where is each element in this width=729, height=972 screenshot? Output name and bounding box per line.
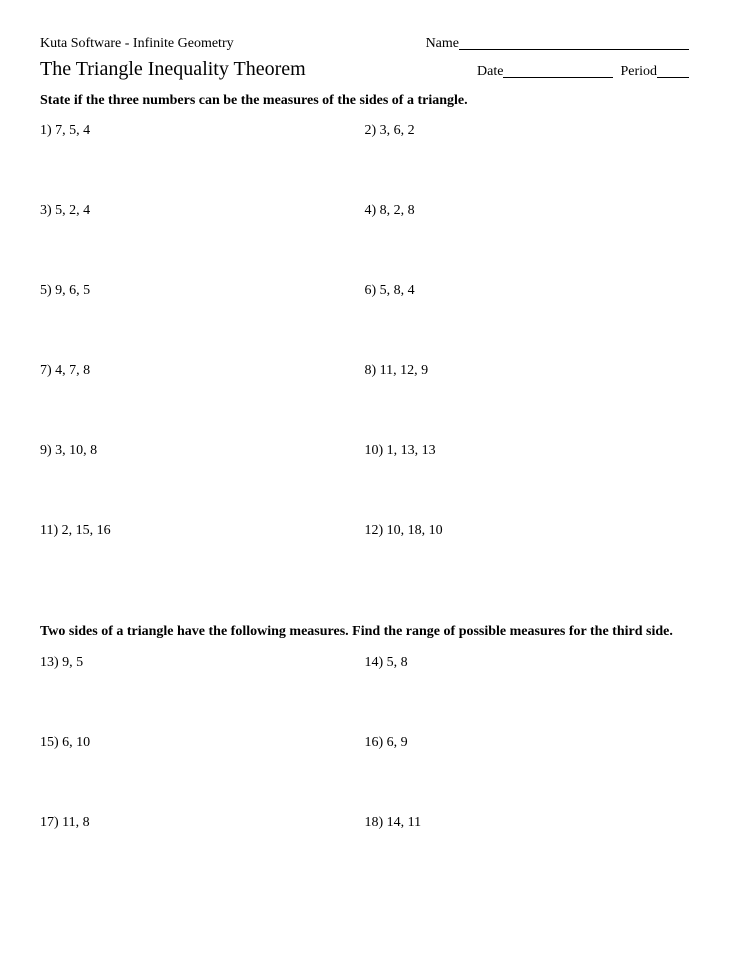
section2-instruction: Two sides of a triangle have the followi… — [40, 623, 689, 641]
problem-text: 7, 5, 4 — [55, 123, 90, 138]
date-period-fields: Date Period — [477, 64, 689, 80]
problem-number: 11) — [40, 523, 62, 538]
problem-item: 10) 1, 13, 13 — [365, 443, 690, 523]
problem-number: 12) — [365, 523, 387, 538]
problem-text: 6, 9 — [387, 735, 408, 750]
problem-item: 1) 7, 5, 4 — [40, 123, 365, 203]
problem-number: 9) — [40, 443, 55, 458]
problem-item: 16) 6, 9 — [365, 735, 690, 815]
problem-item: 18) 14, 11 — [365, 815, 690, 895]
software-label: Kuta Software - Infinite Geometry — [40, 36, 234, 52]
problem-item: 13) 9, 5 — [40, 655, 365, 735]
section2-problems: 13) 9, 514) 5, 815) 6, 1016) 6, 917) 11,… — [40, 655, 689, 895]
problem-text: 9, 6, 5 — [55, 283, 90, 298]
problem-text: 4, 7, 8 — [55, 363, 90, 378]
problem-number: 7) — [40, 363, 55, 378]
problem-number: 4) — [365, 203, 380, 218]
problem-number: 1) — [40, 123, 55, 138]
worksheet-page: Kuta Software - Infinite Geometry Name T… — [0, 0, 729, 915]
problem-text: 3, 10, 8 — [55, 443, 97, 458]
problem-number: 14) — [365, 655, 387, 670]
problem-item: 9) 3, 10, 8 — [40, 443, 365, 523]
problem-number: 18) — [365, 815, 387, 830]
problem-item: 14) 5, 8 — [365, 655, 690, 735]
problem-text: 9, 5 — [62, 655, 83, 670]
problem-text: 8, 2, 8 — [380, 203, 415, 218]
problem-number: 16) — [365, 735, 387, 750]
problem-number: 8) — [365, 363, 380, 378]
problem-text: 1, 13, 13 — [387, 443, 436, 458]
problem-item: 11) 2, 15, 16 — [40, 523, 365, 603]
problem-item: 7) 4, 7, 8 — [40, 363, 365, 443]
problem-text: 5, 8, 4 — [380, 283, 415, 298]
date-label: Date — [477, 64, 503, 79]
problem-item: 6) 5, 8, 4 — [365, 283, 690, 363]
period-blank[interactable] — [657, 77, 689, 78]
problem-item: 3) 5, 2, 4 — [40, 203, 365, 283]
problem-item: 8) 11, 12, 9 — [365, 363, 690, 443]
problem-item: 17) 11, 8 — [40, 815, 365, 895]
name-blank[interactable] — [459, 49, 689, 50]
problem-item: 15) 6, 10 — [40, 735, 365, 815]
period-label: Period — [620, 64, 657, 79]
problem-number: 5) — [40, 283, 55, 298]
problem-number: 15) — [40, 735, 62, 750]
problem-text: 6, 10 — [62, 735, 90, 750]
problem-text: 2, 15, 16 — [62, 523, 111, 538]
section1-problems: 1) 7, 5, 42) 3, 6, 23) 5, 2, 44) 8, 2, 8… — [40, 123, 689, 603]
name-field: Name — [426, 36, 689, 52]
worksheet-title: The Triangle Inequality Theorem — [40, 58, 306, 81]
problem-text: 5, 8 — [387, 655, 408, 670]
problem-item: 2) 3, 6, 2 — [365, 123, 690, 203]
problem-number: 6) — [365, 283, 380, 298]
problem-number: 3) — [40, 203, 55, 218]
problem-text: 14, 11 — [387, 815, 421, 830]
problem-text: 10, 18, 10 — [387, 523, 443, 538]
problem-number: 10) — [365, 443, 387, 458]
problem-number: 2) — [365, 123, 380, 138]
problem-item: 5) 9, 6, 5 — [40, 283, 365, 363]
problem-text: 3, 6, 2 — [380, 123, 415, 138]
problem-text: 11, 8 — [62, 815, 89, 830]
problem-text: 11, 12, 9 — [380, 363, 428, 378]
problem-number: 13) — [40, 655, 62, 670]
problem-item: 4) 8, 2, 8 — [365, 203, 690, 283]
section1-instruction: State if the three numbers can be the me… — [40, 93, 689, 109]
name-label: Name — [426, 36, 459, 51]
header-row: Kuta Software - Infinite Geometry Name — [40, 36, 689, 52]
problem-text: 5, 2, 4 — [55, 203, 90, 218]
date-blank[interactable] — [503, 77, 613, 78]
problem-number: 17) — [40, 815, 62, 830]
title-row: The Triangle Inequality Theorem Date Per… — [40, 58, 689, 81]
problem-item: 12) 10, 18, 10 — [365, 523, 690, 603]
